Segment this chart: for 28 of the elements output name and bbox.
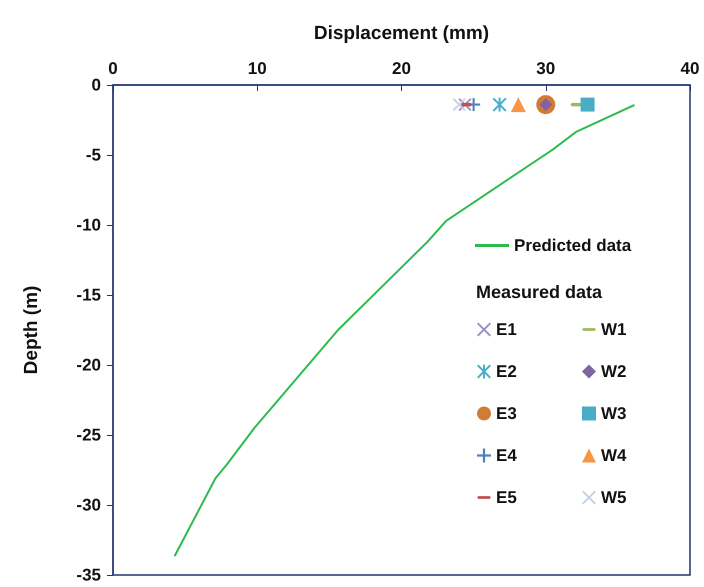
x-tick-label: 10: [248, 59, 267, 78]
y-tick-label: 0: [92, 76, 101, 94]
x-tick-label: 40: [680, 59, 700, 78]
y-tick-label: -20: [76, 356, 101, 374]
legend-label: E3: [496, 404, 517, 423]
x-tick-label: 0: [108, 59, 118, 78]
x-tick-label: 20: [392, 59, 411, 78]
legend-label: E4: [496, 446, 518, 465]
x-axis-title: Displacement (mm): [314, 23, 490, 44]
legend-label: W3: [601, 404, 626, 423]
y-tick-label: -30: [76, 496, 101, 514]
legend-label: W1: [601, 320, 626, 339]
legend-label: E1: [496, 320, 517, 339]
y-tick-label: -35: [76, 566, 101, 584]
legend-title: Measured data: [476, 282, 604, 302]
y-tick-label: -5: [86, 146, 101, 164]
legend-label: E5: [496, 488, 517, 507]
legend-label: Predicted data: [514, 236, 632, 255]
x-tick-label: 30: [536, 59, 556, 78]
legend-label: W5: [601, 488, 626, 507]
line-series: [174, 104, 635, 556]
y-tick-label: -25: [76, 426, 101, 444]
y-axis-title: Depth (m): [21, 286, 42, 374]
legend-label: E2: [496, 362, 517, 381]
legend-label: W4: [601, 446, 628, 465]
y-tick-label: -10: [76, 216, 101, 234]
y-tick-label: -15: [76, 286, 101, 304]
legend-label: W2: [601, 362, 626, 381]
